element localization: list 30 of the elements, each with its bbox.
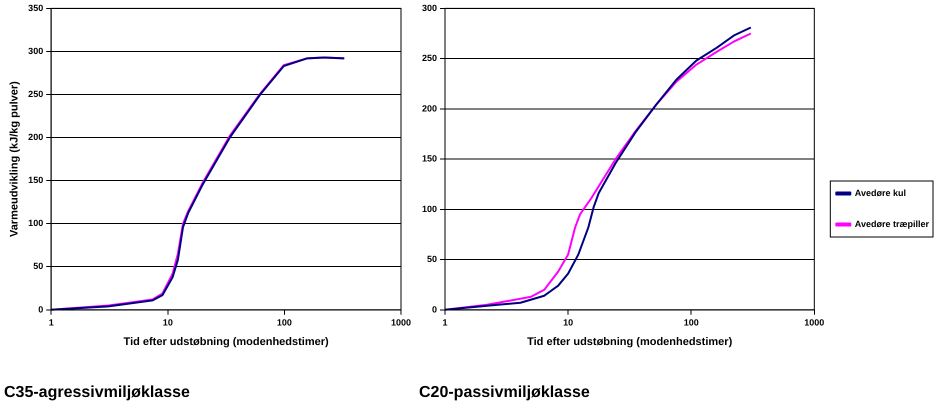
y-tick-label: 50 bbox=[427, 254, 438, 264]
y-tick-label: 0 bbox=[432, 304, 438, 314]
x-axis-title: Tid efter udstøbning (modenhedstimer) bbox=[124, 336, 330, 348]
legend-label: Avedøre kul bbox=[854, 188, 906, 198]
x-tick-label: 100 bbox=[276, 318, 292, 328]
x-axis-title: Tid efter udstøbning (modenhedstimer) bbox=[527, 336, 733, 348]
y-tick-label: 150 bbox=[422, 154, 438, 164]
x-tick-label: 1000 bbox=[804, 318, 824, 328]
x-tick-label: 10 bbox=[563, 318, 574, 328]
x-tick-label: 1 bbox=[48, 318, 54, 328]
x-tick-label: 1 bbox=[442, 318, 448, 328]
text: C20-passivmiljøklasse bbox=[419, 384, 590, 401]
y-tick-label: 300 bbox=[28, 46, 44, 56]
y-tick-label: 350 bbox=[28, 2, 44, 13]
y-tick-label: 50 bbox=[33, 261, 44, 272]
y-tick-label: 300 bbox=[422, 2, 438, 13]
y-tick-label: 250 bbox=[28, 89, 44, 99]
text: C35-agressivmiljøklasse bbox=[4, 384, 190, 401]
y-tick-label: 200 bbox=[28, 132, 44, 142]
y-axis-title: Varmeudvikling (kJ/kg pulver) bbox=[8, 80, 21, 238]
x-tick-label: 10 bbox=[162, 318, 173, 328]
y-tick-label: 100 bbox=[422, 204, 438, 214]
x-tick-label: 1000 bbox=[390, 318, 412, 328]
y-tick-label: 100 bbox=[28, 218, 44, 228]
y-tick-label: 250 bbox=[422, 53, 438, 64]
y-tick-label: 150 bbox=[28, 175, 44, 186]
legend-label: Avedøre træpiller bbox=[854, 218, 930, 229]
y-tick-label: 0 bbox=[38, 304, 44, 314]
y-tick-label: 200 bbox=[422, 103, 438, 114]
x-tick-label: 100 bbox=[684, 318, 699, 328]
